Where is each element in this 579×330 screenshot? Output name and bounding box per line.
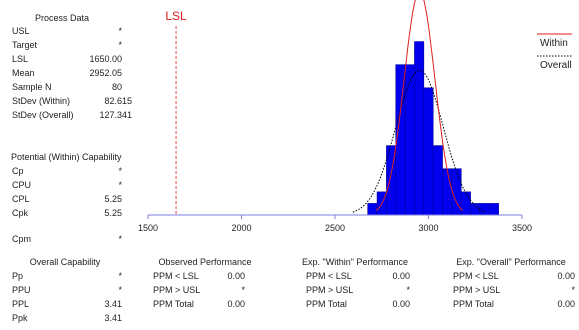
sample-n-label: Sample N (12, 82, 52, 92)
legend-within-label: Within (540, 38, 568, 49)
sample-n-value: 80 (111, 82, 122, 92)
x-tick-label: 2500 (325, 223, 345, 233)
histogram-bar (432, 145, 443, 216)
stdev-overall-value: 127.341 (99, 110, 132, 120)
observed-ppm-total-value: 0.00 (227, 299, 245, 309)
histogram-bar (460, 191, 471, 216)
observed-ppm-total-label: PPM Total (153, 299, 194, 309)
within-ppm-lt-lsl-value: 0.00 (392, 271, 410, 281)
overall-ppm-total-value: 0.00 (557, 299, 575, 309)
cpm-label: Cpm (12, 234, 32, 244)
histogram-bar (414, 41, 425, 216)
within-performance-heading: Exp. "Within" Performance (302, 257, 408, 267)
within-ppm-lt-lsl-label: PPM < LSL (306, 271, 352, 281)
stdev-within-label: StDev (Within) (12, 96, 71, 106)
overall-capability-heading: Overall Capability (29, 257, 101, 267)
cpk-value: 5.25 (104, 208, 122, 218)
target-value: * (118, 40, 122, 50)
within-ppm-gt-usl-label: PPM > USL (306, 285, 354, 295)
histogram-bar (404, 64, 415, 216)
stdev-within-value: 82.615 (104, 96, 132, 106)
process-data-heading: Process Data (34, 13, 90, 23)
cpu-label: CPU (12, 180, 32, 190)
lsl-value: 1650.00 (89, 54, 122, 64)
stdev-overall-label: StDev (Overall) (12, 110, 74, 120)
usl-label: USL (12, 26, 30, 36)
observed-ppm-gt-usl-label: PPM > USL (153, 285, 201, 295)
observed-performance-heading: Observed Performance (158, 257, 252, 267)
usl-value: * (118, 26, 122, 36)
overall-ppm-lt-lsl-value: 0.00 (557, 271, 575, 281)
ppk-value: 3.41 (104, 313, 122, 323)
cpl-label: CPL (12, 194, 30, 204)
overall-ppm-gt-usl-label: PPM > USL (453, 285, 501, 295)
cpu-value: * (118, 180, 122, 190)
histogram-bar (423, 87, 434, 216)
within-ppm-total-value: 0.00 (392, 299, 410, 309)
x-tick-label: 3000 (418, 223, 438, 233)
potential-capability-heading: Potential (Within) Capability (11, 152, 122, 162)
x-tick-label: 2000 (231, 223, 251, 233)
cp-value: * (118, 166, 122, 176)
histogram-bar (367, 203, 378, 216)
target-label: Target (12, 40, 38, 50)
histogram-bar (479, 203, 490, 216)
observed-ppm-gt-usl-value: * (241, 285, 245, 295)
legend-overall-label: Overall (540, 60, 572, 71)
within-ppm-total-label: PPM Total (306, 299, 347, 309)
histogram-bar (442, 168, 453, 216)
x-tick-label: 1500 (138, 223, 158, 233)
overall-performance-heading: Exp. "Overall" Performance (456, 257, 566, 267)
overall-ppm-total-label: PPM Total (453, 299, 494, 309)
cpl-value: 5.25 (104, 194, 122, 204)
pp-value: * (118, 271, 122, 281)
mean-label: Mean (12, 68, 35, 78)
observed-ppm-lt-lsl-label: PPM < LSL (153, 271, 199, 281)
ppl-value: 3.41 (104, 299, 122, 309)
ppu-value: * (118, 285, 122, 295)
ppk-label: Ppk (12, 313, 28, 323)
histogram-bar (488, 203, 499, 216)
overall-ppm-gt-usl-value: * (571, 285, 575, 295)
pp-label: Pp (12, 271, 24, 281)
ppu-label: PPU (12, 285, 31, 295)
lsl-label: LSL (12, 54, 29, 64)
x-tick-label: 3500 (512, 223, 532, 233)
cpm-value: * (118, 234, 122, 244)
within-curve (375, 0, 464, 211)
overall-ppm-lt-lsl-label: PPM < LSL (453, 271, 499, 281)
observed-ppm-lt-lsl-value: 0.00 (227, 271, 245, 281)
cpk-label: Cpk (12, 208, 29, 218)
ppl-label: PPL (12, 299, 30, 309)
lsl-label: LSL (165, 9, 187, 23)
mean-value: 2952.05 (89, 68, 122, 78)
within-ppm-gt-usl-value: * (406, 285, 410, 295)
cp-label: Cp (12, 166, 24, 176)
